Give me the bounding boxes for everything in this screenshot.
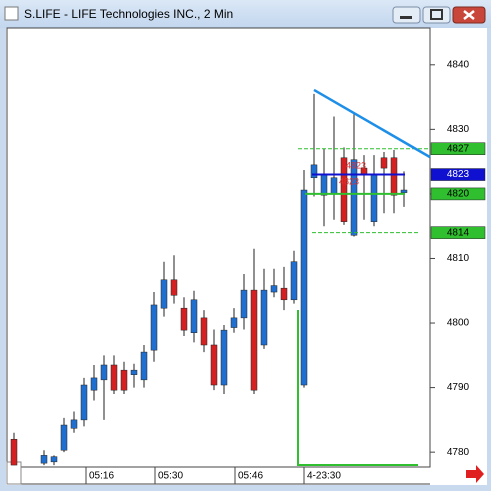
candle-body: [130, 369, 138, 375]
candle-body: [240, 289, 248, 319]
x-tick-label: 05:30: [158, 471, 183, 482]
candle-body: [170, 279, 178, 296]
price-flag-label: 4814: [447, 227, 470, 238]
candle-body: [250, 289, 258, 391]
window-title: S.LIFE - LIFE Technologies INC., 2 Min: [24, 7, 233, 21]
candle-body: [70, 419, 78, 429]
y-tick-label: 4790: [447, 382, 470, 393]
y-tick-label: 4840: [447, 59, 470, 70]
maximize-icon: [430, 9, 443, 20]
y-tick-label: 4800: [447, 318, 470, 329]
candle-body: [110, 364, 118, 391]
plot-area: [6, 27, 431, 468]
price-flag: [430, 168, 486, 181]
price-flag-label: 4823: [447, 169, 470, 180]
candle-body: [220, 329, 228, 386]
x-tick-label: 05:46: [238, 471, 263, 482]
annotation: 4823: [339, 177, 359, 187]
candle-body: [300, 189, 308, 386]
app-icon: [4, 6, 19, 21]
candle-body: [320, 174, 328, 196]
candle-body: [380, 157, 388, 169]
candle-body: [330, 177, 338, 195]
minimize-button[interactable]: [392, 6, 421, 24]
close-icon: [463, 10, 475, 20]
price-flag: [430, 142, 486, 155]
x-tick-label: 05:16: [89, 471, 114, 482]
scroll-arrow[interactable]: [466, 465, 484, 483]
candle-body: [270, 285, 278, 293]
minimize-icon: [400, 16, 412, 19]
candle-body: [120, 369, 128, 391]
y-tick-label: 4810: [447, 253, 470, 264]
candle-body: [280, 287, 288, 301]
candle-body: [310, 164, 318, 179]
candle-body: [90, 377, 98, 391]
candle-body: [100, 364, 108, 381]
candle-body: [210, 344, 218, 386]
session-marker: [297, 310, 418, 466]
candle-body: [230, 317, 238, 328]
candle-body: [340, 157, 348, 222]
price-flag-label: 4820: [447, 189, 470, 200]
candle-body: [290, 261, 298, 301]
y-tick-label: 4780: [447, 447, 470, 458]
candle-body: [370, 174, 378, 222]
candle-body: [180, 307, 188, 331]
candle-body: [40, 455, 48, 464]
y-tick-label: 4830: [447, 124, 470, 135]
trendline: [313, 88, 431, 159]
price-flag-label: 4827: [447, 143, 470, 154]
candle-body: [350, 159, 358, 236]
maximize-button[interactable]: [422, 6, 451, 24]
candle-body: [140, 351, 148, 381]
candle-body: [10, 438, 18, 466]
candle-body: [260, 289, 268, 346]
price-flag: [430, 187, 486, 201]
candle-body: [190, 299, 198, 333]
candle-body: [390, 157, 398, 196]
price-flag: [430, 226, 486, 239]
candle-body: [80, 384, 88, 421]
annotation: 4823: [346, 161, 366, 171]
candle-body: [400, 189, 408, 193]
candle-body: [50, 456, 58, 463]
candle-body: [160, 279, 168, 309]
candle-body: [200, 317, 208, 346]
candle-body: [150, 304, 158, 351]
x-tick-label: 4-23:30: [307, 471, 341, 482]
candle-body: [60, 424, 68, 451]
